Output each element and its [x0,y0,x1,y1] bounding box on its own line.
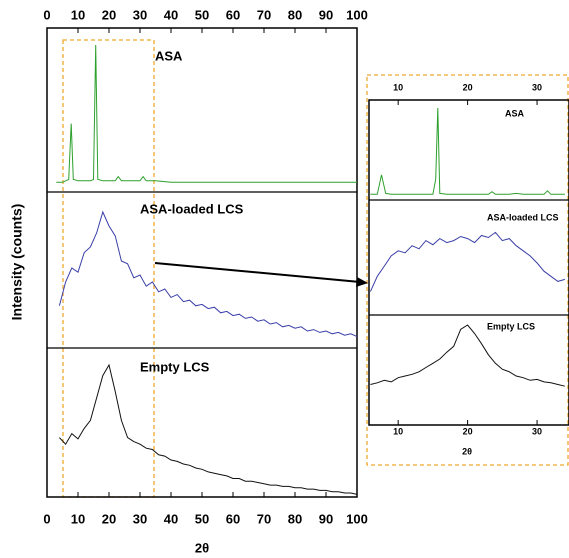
panel-label: ASA [155,48,183,63]
x-tick-label: 80 [288,511,302,526]
panel-label: ASA-loaded LCS [140,201,244,216]
highlight-box [62,39,155,498]
series-line [369,231,565,292]
panel-label: ASA-loaded LCS [487,212,559,222]
x-tick-label: 20 [102,7,116,22]
panel-label: Empty LCS [487,321,535,331]
plot-frame [368,99,569,426]
arrow-head [356,277,368,287]
x-tick-label: 30 [532,82,542,92]
x-tick-label: 100 [346,511,368,526]
y-axis-label: Intensity (counts) [9,204,25,321]
series-line [59,363,358,495]
plot-frame [46,27,358,498]
x-tick-label: 10 [393,426,403,436]
x-tick-label: 90 [319,511,333,526]
series-line [370,324,565,387]
x-tick-label: 40 [164,7,178,22]
x-tick-label: 20 [102,511,116,526]
x-tick-label: 30 [133,511,147,526]
x-tick-label: 60 [226,7,240,22]
arrow [154,262,361,283]
x-tick-label: 30 [133,7,147,22]
x-tick-label: 100 [346,7,368,22]
x-tick-label: 20 [463,426,473,436]
panel-label: ASA [505,108,525,118]
x-tick-label: 70 [257,7,271,22]
x-axis-label: 2θ [195,540,209,555]
x-tick-label: 50 [195,7,209,22]
x-tick-label: 20 [463,82,473,92]
series-line [56,44,357,183]
x-tick-label: 80 [288,7,302,22]
x-tick-label: 10 [71,511,85,526]
x-tick-label: 40 [164,511,178,526]
x-axis-label: 2θ [462,446,472,456]
x-tick-label: 50 [195,511,209,526]
x-tick-label: 30 [532,426,542,436]
series-line [370,107,565,195]
x-tick-label: 70 [257,511,271,526]
x-tick-label: 90 [319,7,333,22]
series-line [58,210,358,338]
panel-label: Empty LCS [140,359,210,374]
x-tick-label: 10 [71,7,85,22]
x-tick-label: 0 [43,7,50,22]
x-tick-label: 60 [226,511,240,526]
x-tick-label: 0 [43,511,50,526]
x-tick-label: 10 [393,82,403,92]
inset-box [366,74,569,466]
